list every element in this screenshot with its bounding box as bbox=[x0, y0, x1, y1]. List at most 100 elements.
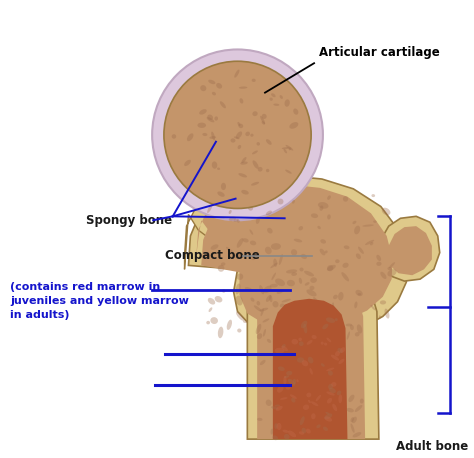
Ellipse shape bbox=[288, 379, 295, 386]
Ellipse shape bbox=[356, 290, 363, 296]
Ellipse shape bbox=[301, 321, 307, 328]
Ellipse shape bbox=[245, 287, 253, 292]
Ellipse shape bbox=[306, 289, 317, 296]
Ellipse shape bbox=[389, 262, 395, 268]
Ellipse shape bbox=[311, 401, 319, 406]
Ellipse shape bbox=[325, 251, 328, 253]
Ellipse shape bbox=[212, 92, 216, 95]
Ellipse shape bbox=[270, 284, 278, 288]
Ellipse shape bbox=[200, 85, 206, 91]
Ellipse shape bbox=[237, 219, 240, 223]
Ellipse shape bbox=[342, 263, 349, 268]
Ellipse shape bbox=[221, 183, 226, 190]
Ellipse shape bbox=[305, 282, 310, 286]
Ellipse shape bbox=[331, 302, 334, 310]
Ellipse shape bbox=[284, 99, 290, 107]
Ellipse shape bbox=[282, 346, 288, 351]
Ellipse shape bbox=[250, 298, 255, 302]
Ellipse shape bbox=[253, 160, 259, 169]
Ellipse shape bbox=[291, 398, 295, 403]
Ellipse shape bbox=[331, 354, 339, 360]
Ellipse shape bbox=[292, 200, 295, 204]
Ellipse shape bbox=[310, 368, 313, 375]
Ellipse shape bbox=[293, 379, 296, 384]
Ellipse shape bbox=[338, 394, 342, 403]
Ellipse shape bbox=[216, 83, 222, 89]
Ellipse shape bbox=[310, 277, 317, 283]
Ellipse shape bbox=[222, 289, 226, 293]
Ellipse shape bbox=[211, 131, 215, 141]
Ellipse shape bbox=[285, 320, 291, 325]
Ellipse shape bbox=[263, 286, 272, 293]
Ellipse shape bbox=[380, 300, 386, 305]
Ellipse shape bbox=[307, 340, 312, 345]
Ellipse shape bbox=[269, 295, 273, 302]
Ellipse shape bbox=[282, 344, 286, 349]
Ellipse shape bbox=[208, 298, 215, 305]
Ellipse shape bbox=[306, 429, 311, 434]
Ellipse shape bbox=[327, 265, 336, 271]
Ellipse shape bbox=[236, 131, 242, 139]
Ellipse shape bbox=[280, 304, 284, 307]
Ellipse shape bbox=[311, 335, 317, 339]
Ellipse shape bbox=[256, 301, 260, 305]
Text: (contains red marrow in
juveniles and yellow marrow
in adults): (contains red marrow in juveniles and ye… bbox=[10, 282, 189, 320]
Ellipse shape bbox=[365, 240, 374, 245]
Ellipse shape bbox=[303, 324, 307, 333]
Ellipse shape bbox=[328, 371, 333, 376]
Ellipse shape bbox=[237, 204, 241, 208]
Ellipse shape bbox=[299, 431, 304, 435]
Ellipse shape bbox=[346, 332, 350, 340]
Ellipse shape bbox=[291, 249, 297, 256]
Ellipse shape bbox=[357, 324, 362, 333]
Ellipse shape bbox=[273, 301, 279, 307]
Ellipse shape bbox=[292, 273, 297, 276]
Ellipse shape bbox=[327, 196, 331, 200]
Ellipse shape bbox=[266, 211, 272, 215]
Ellipse shape bbox=[267, 228, 273, 234]
Ellipse shape bbox=[260, 116, 265, 124]
Ellipse shape bbox=[237, 328, 241, 333]
Ellipse shape bbox=[332, 404, 337, 411]
Ellipse shape bbox=[299, 226, 303, 230]
Ellipse shape bbox=[316, 425, 320, 428]
Ellipse shape bbox=[234, 219, 239, 222]
Polygon shape bbox=[385, 226, 432, 275]
Ellipse shape bbox=[252, 151, 258, 154]
Ellipse shape bbox=[282, 299, 291, 302]
Ellipse shape bbox=[280, 95, 283, 99]
Ellipse shape bbox=[308, 357, 313, 364]
Ellipse shape bbox=[217, 168, 220, 170]
Ellipse shape bbox=[343, 196, 348, 202]
Ellipse shape bbox=[276, 423, 282, 430]
Ellipse shape bbox=[207, 114, 213, 120]
Ellipse shape bbox=[261, 309, 264, 316]
Ellipse shape bbox=[202, 133, 208, 136]
Ellipse shape bbox=[294, 239, 302, 242]
Ellipse shape bbox=[198, 123, 206, 128]
Ellipse shape bbox=[260, 360, 265, 365]
Ellipse shape bbox=[271, 243, 281, 250]
Ellipse shape bbox=[237, 273, 243, 280]
Ellipse shape bbox=[354, 301, 357, 308]
Ellipse shape bbox=[296, 379, 299, 382]
Ellipse shape bbox=[269, 98, 273, 101]
Ellipse shape bbox=[250, 134, 254, 137]
Polygon shape bbox=[379, 216, 440, 281]
Ellipse shape bbox=[335, 318, 338, 321]
Ellipse shape bbox=[327, 338, 331, 342]
Ellipse shape bbox=[251, 182, 259, 185]
Ellipse shape bbox=[372, 194, 375, 197]
Ellipse shape bbox=[350, 417, 354, 422]
Ellipse shape bbox=[187, 133, 193, 141]
Ellipse shape bbox=[227, 320, 232, 330]
Ellipse shape bbox=[319, 315, 327, 323]
Ellipse shape bbox=[207, 204, 212, 213]
Ellipse shape bbox=[243, 238, 249, 242]
Ellipse shape bbox=[319, 206, 323, 211]
Ellipse shape bbox=[373, 220, 377, 223]
Ellipse shape bbox=[326, 368, 334, 371]
Ellipse shape bbox=[246, 131, 250, 136]
Ellipse shape bbox=[263, 318, 269, 322]
Ellipse shape bbox=[266, 169, 269, 172]
